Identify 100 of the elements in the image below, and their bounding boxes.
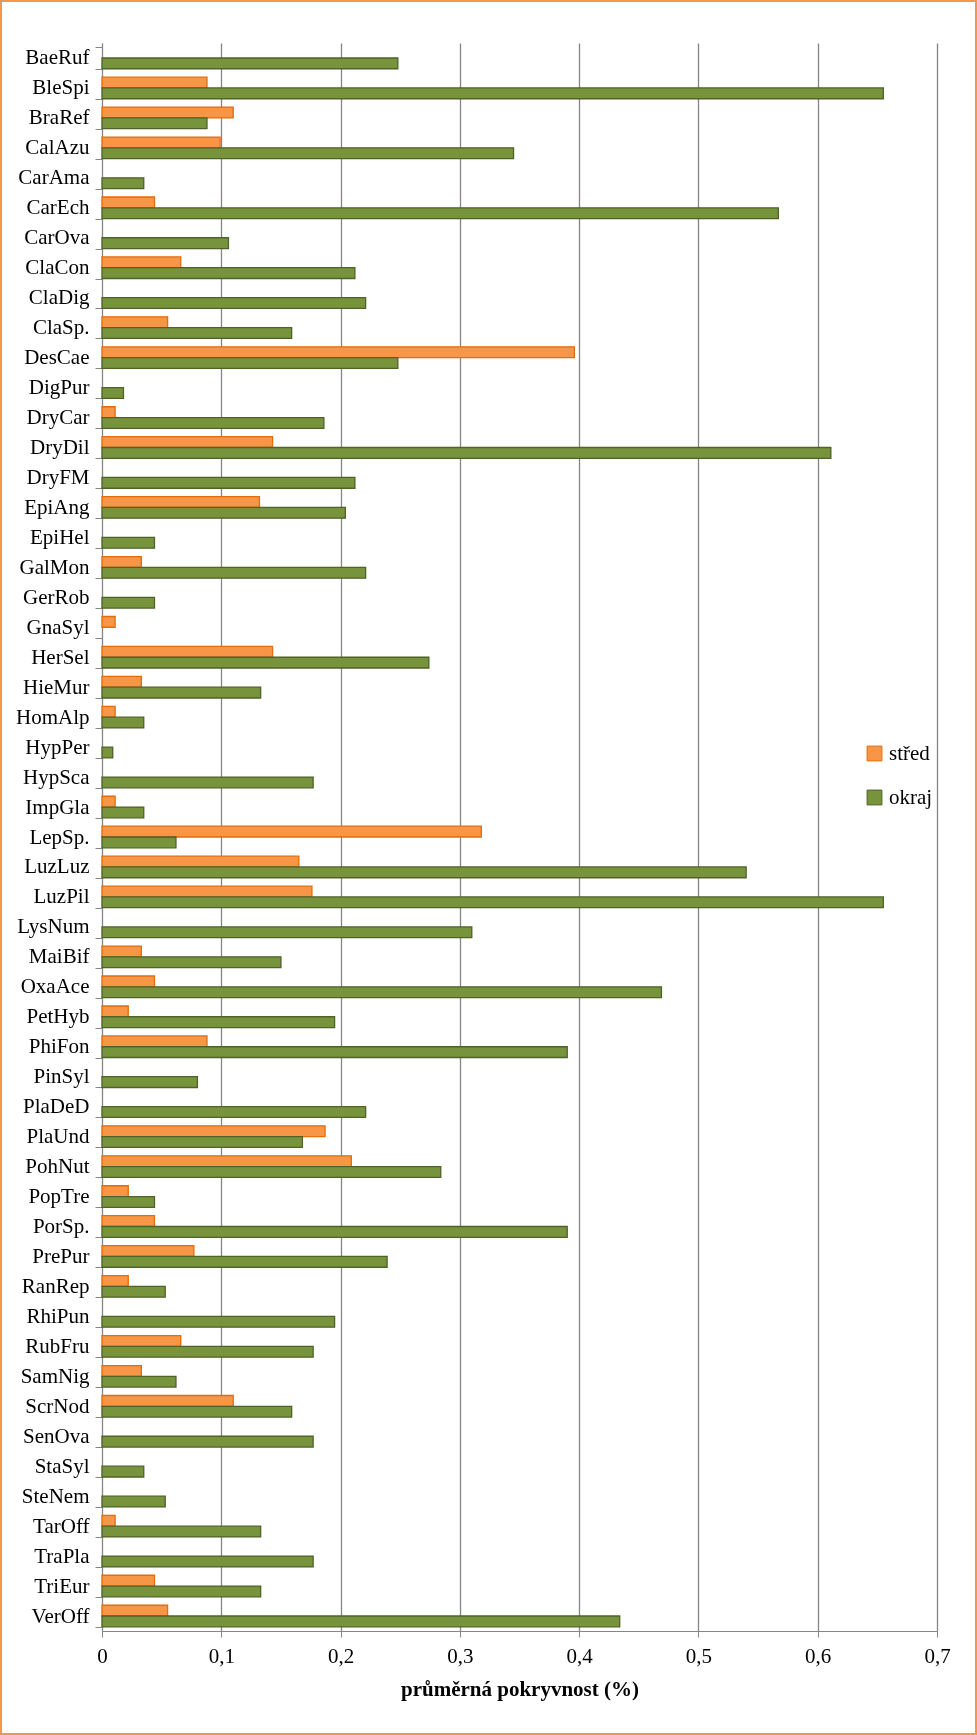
bar: [101, 615, 116, 628]
y-tick-label: PinSyl: [33, 1064, 90, 1089]
bar: [101, 326, 293, 340]
bar: [101, 705, 116, 718]
bar: [101, 1405, 293, 1418]
y-tick-label: MaiBif: [28, 944, 90, 969]
bar: [101, 1165, 442, 1179]
bar: [101, 87, 884, 100]
y-tick-label: SenOva: [23, 1423, 91, 1448]
bar: [101, 555, 143, 568]
y-tick-label: RubFru: [25, 1333, 90, 1358]
bar: [101, 1364, 143, 1377]
y-tick-label: RanRep: [21, 1273, 90, 1298]
bar: [101, 436, 274, 449]
y-tick-label: ClaCon: [25, 255, 90, 280]
bar: [101, 536, 156, 549]
bar: [101, 57, 399, 70]
y-tick-label: HerSel: [31, 644, 90, 669]
bar: [101, 316, 169, 329]
bar: [101, 1106, 367, 1119]
bar: [101, 1076, 199, 1089]
bar: [101, 1225, 568, 1238]
bar: [101, 1495, 166, 1508]
bar: [101, 256, 182, 269]
y-tick-label: LysNum: [17, 914, 90, 939]
x-tick-label: 0: [97, 1643, 108, 1668]
x-tick-label: 0,5: [685, 1643, 713, 1668]
bar: [101, 476, 356, 489]
legend-label: střed: [889, 740, 931, 765]
bar: [101, 1315, 336, 1328]
y-tick-label: EpiHel: [30, 524, 90, 549]
bar: [101, 675, 143, 688]
y-tick-label: LuzLuz: [24, 854, 90, 879]
y-tick-label: BraRef: [28, 105, 90, 130]
bar: [101, 686, 262, 699]
y-tick-label: SamNig: [20, 1363, 90, 1388]
bar: [101, 1215, 156, 1228]
bar: [101, 956, 282, 969]
bar: [101, 1046, 568, 1059]
bar: [101, 416, 325, 429]
bar: [101, 645, 274, 658]
bar: [101, 716, 145, 729]
legend-label: okraj: [889, 784, 933, 809]
bar: [101, 836, 177, 849]
bar: [101, 1615, 621, 1628]
bar: [101, 1125, 326, 1138]
bar: [101, 896, 884, 909]
bar: [101, 386, 125, 399]
bar: [101, 1135, 304, 1149]
y-tick-label: TriEur: [34, 1573, 90, 1598]
y-tick-label: VerOff: [31, 1603, 90, 1628]
bar: [101, 656, 430, 669]
x-axis-title: průměrná pokryvnost (%): [400, 1676, 640, 1701]
y-tick-label: DesCae: [24, 345, 90, 370]
bar: [101, 746, 114, 759]
bar: [101, 1345, 314, 1358]
bar: [101, 926, 473, 939]
bar: [101, 1245, 195, 1258]
y-tick-label: BleSpi: [32, 75, 90, 100]
y-tick-label: StaSyl: [34, 1453, 90, 1478]
bar: [101, 297, 367, 310]
bar: [101, 1555, 314, 1568]
y-tick-label: CalAzu: [25, 135, 90, 160]
y-tick-label: GalMon: [19, 554, 90, 579]
bar: [101, 1016, 336, 1029]
bar: [101, 1465, 145, 1478]
y-tick-label: ClaDig: [28, 285, 90, 310]
bar: [101, 975, 156, 988]
bar: [101, 945, 143, 958]
bar: [101, 806, 145, 819]
bar: [101, 1005, 129, 1018]
bar: [101, 986, 663, 999]
x-tick-label: 0,7: [924, 1643, 951, 1668]
y-tick-label: PlaDeD: [23, 1094, 90, 1119]
x-tick-label: 0,1: [208, 1643, 235, 1668]
y-tick-label: ScrNod: [25, 1393, 90, 1418]
y-tick-label: SteNem: [21, 1483, 90, 1508]
y-tick-label: PetHyb: [26, 1004, 90, 1029]
y-tick-label: TarOff: [33, 1513, 90, 1538]
bar: [101, 267, 356, 280]
y-tick-label: PhiFon: [28, 1034, 90, 1059]
y-tick-label: PlaUnd: [26, 1124, 90, 1149]
bar: [101, 136, 221, 149]
y-tick-label: PohNut: [25, 1154, 90, 1179]
bar: [101, 825, 482, 838]
y-tick-label: CarAma: [18, 165, 91, 190]
bar: [101, 866, 747, 879]
y-tick-label: LuzPil: [33, 884, 90, 909]
bar: [101, 406, 116, 419]
bar: [101, 117, 208, 130]
bar: [101, 885, 313, 898]
bar: [101, 1585, 262, 1598]
y-tick-label: DryFM: [26, 464, 90, 489]
bar: [101, 1394, 234, 1407]
bar: [101, 147, 515, 160]
bar: [101, 177, 145, 190]
bar: [101, 446, 832, 459]
y-tick-label: HieMur: [23, 674, 90, 699]
y-tick-label: ClaSp.: [32, 315, 90, 340]
y-tick-label: DryDil: [30, 434, 90, 459]
